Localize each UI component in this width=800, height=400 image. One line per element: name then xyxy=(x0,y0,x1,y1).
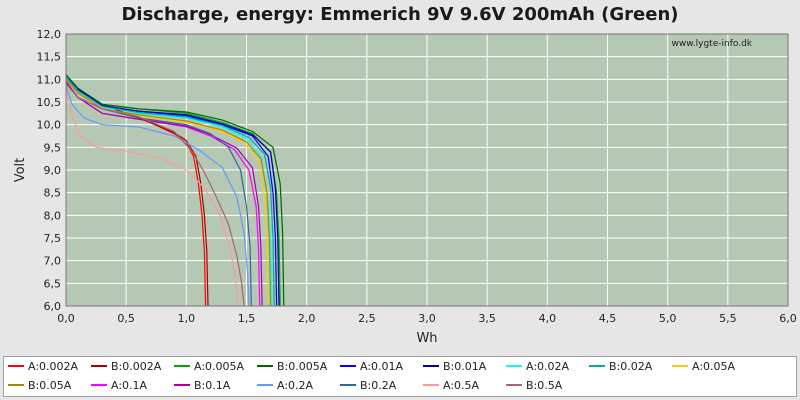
legend-swatch xyxy=(8,364,24,367)
y-tick-label: 7,0 xyxy=(44,255,62,268)
series-layer xyxy=(65,74,285,307)
legend-swatch xyxy=(174,383,190,386)
y-tick-label: 10,5 xyxy=(37,96,62,109)
legend-label: A:0.2A xyxy=(277,379,314,392)
legend-swatch xyxy=(257,364,273,367)
legend-swatch xyxy=(340,383,356,386)
legend-swatch xyxy=(91,364,107,367)
legend-label: A:0.01A xyxy=(360,360,404,373)
legend-item: A:0.02A xyxy=(506,360,589,378)
legend-label: A:0.05A xyxy=(692,360,736,373)
legend-label: B:0.01A xyxy=(443,360,487,373)
legend-label: A:0.002A xyxy=(28,360,79,373)
series-line xyxy=(65,85,250,307)
y-tick-label: 12,0 xyxy=(37,28,62,41)
x-tick-label: 2,0 xyxy=(298,312,316,325)
y-tick-label: 9,5 xyxy=(44,141,62,154)
x-tick-label: 2,5 xyxy=(358,312,376,325)
legend-label: B:0.005A xyxy=(277,360,328,373)
legend-label: B:0.5A xyxy=(526,379,563,392)
series-line xyxy=(65,83,245,307)
legend-item: B:0.05A xyxy=(8,379,91,397)
chart-title: Discharge, energy: Emmerich 9V 9.6V 200m… xyxy=(121,4,679,25)
legend-label: A:0.5A xyxy=(443,379,480,392)
legend-swatch xyxy=(257,383,273,386)
x-tick-label: 0,5 xyxy=(117,312,135,325)
legend-item: B:0.5A xyxy=(506,379,589,397)
y-axis-label: Volt xyxy=(13,158,28,183)
y-tick-label: 6,5 xyxy=(44,277,62,290)
series-line xyxy=(65,78,272,307)
x-tick-label: 3,0 xyxy=(418,312,436,325)
x-axis-label: Wh xyxy=(416,331,437,346)
legend-item: A:0.01A xyxy=(340,360,423,378)
x-tick-label: 6,0 xyxy=(779,312,797,325)
legend-swatch xyxy=(506,364,522,367)
legend-swatch xyxy=(340,364,356,367)
series-line xyxy=(65,90,239,307)
legend-item: B:0.002A xyxy=(91,360,174,378)
y-tick-label: 9,0 xyxy=(44,164,62,177)
series-line xyxy=(65,74,285,307)
series-line xyxy=(65,76,280,307)
legend-label: B:0.2A xyxy=(360,379,397,392)
legend-label: A:0.02A xyxy=(526,360,570,373)
legend-item: A:0.2A xyxy=(257,379,340,397)
y-tick-label: 11,5 xyxy=(37,51,62,64)
legend-item: B:0.2A xyxy=(340,379,423,397)
watermark: www.lygte-info.dk xyxy=(672,39,753,49)
y-tick-label: 10,0 xyxy=(37,119,62,132)
legend-label: B:0.02A xyxy=(609,360,653,373)
x-tick-label: 1,5 xyxy=(238,312,256,325)
legend-swatch xyxy=(8,383,24,386)
y-tick-labels: 6,0 6,5 7,0 7,5 8,0 8,5 9,0 9,5 10,0 10,5 11,0 11,5… xyxy=(37,28,62,313)
series-line xyxy=(65,76,275,307)
legend-label: B:0.1A xyxy=(194,379,231,392)
legend-label: B:0.002A xyxy=(111,360,162,373)
legend-swatch xyxy=(672,364,688,367)
x-tick-label: 0,0 xyxy=(57,312,75,325)
x-tick-label: 1,0 xyxy=(178,312,196,325)
y-tick-label: 7,5 xyxy=(44,232,62,245)
legend-item: A:0.1A xyxy=(91,379,174,397)
x-tick-labels: 0,0 0,5 1,0 1,5 2,0 2,5 3,0 3,5 4,0 4,5 5,0 5,5 6,0 xyxy=(57,312,797,325)
y-tick-label: 11,0 xyxy=(37,73,62,86)
x-tick-label: 5,5 xyxy=(719,312,737,325)
legend-swatch xyxy=(91,383,107,386)
series-line xyxy=(65,81,263,307)
y-tick-label: 8,5 xyxy=(44,187,62,200)
x-tick-label: 3,5 xyxy=(478,312,496,325)
legend-item: A:0.005A xyxy=(174,360,257,378)
legend-swatch xyxy=(589,364,605,367)
legend-label: B:0.05A xyxy=(28,379,72,392)
legend-swatch xyxy=(423,364,439,367)
legend-item: A:0.05A xyxy=(672,360,755,378)
x-tick-label: 5,0 xyxy=(659,312,677,325)
legend: A:0.002A B:0.002A A:0.005A B:0.005A A:0.01A B… xyxy=(3,356,797,397)
legend-swatch xyxy=(423,383,439,386)
legend-label: A:0.005A xyxy=(194,360,245,373)
chart-area: www.lygte-info.dk 0,0 0,5 1,0 1,5 2,0 2,5 3,0 3… xyxy=(13,28,797,346)
legend-item: A:0.5A xyxy=(423,379,506,397)
legend-swatch xyxy=(506,383,522,386)
legend-item: B:0.005A xyxy=(257,360,340,378)
legend-item: B:0.01A xyxy=(423,360,506,378)
x-tick-label: 4,0 xyxy=(539,312,557,325)
plot-border xyxy=(65,33,789,307)
legend-item: A:0.002A xyxy=(8,360,91,378)
x-tick-label: 4,5 xyxy=(599,312,617,325)
legend-label: A:0.1A xyxy=(111,379,148,392)
y-tick-label: 8,0 xyxy=(44,209,62,222)
legend-item: B:0.02A xyxy=(589,360,672,378)
y-tick-label: 6,0 xyxy=(44,300,62,313)
legend-swatch xyxy=(174,364,190,367)
legend-item: B:0.1A xyxy=(174,379,257,397)
